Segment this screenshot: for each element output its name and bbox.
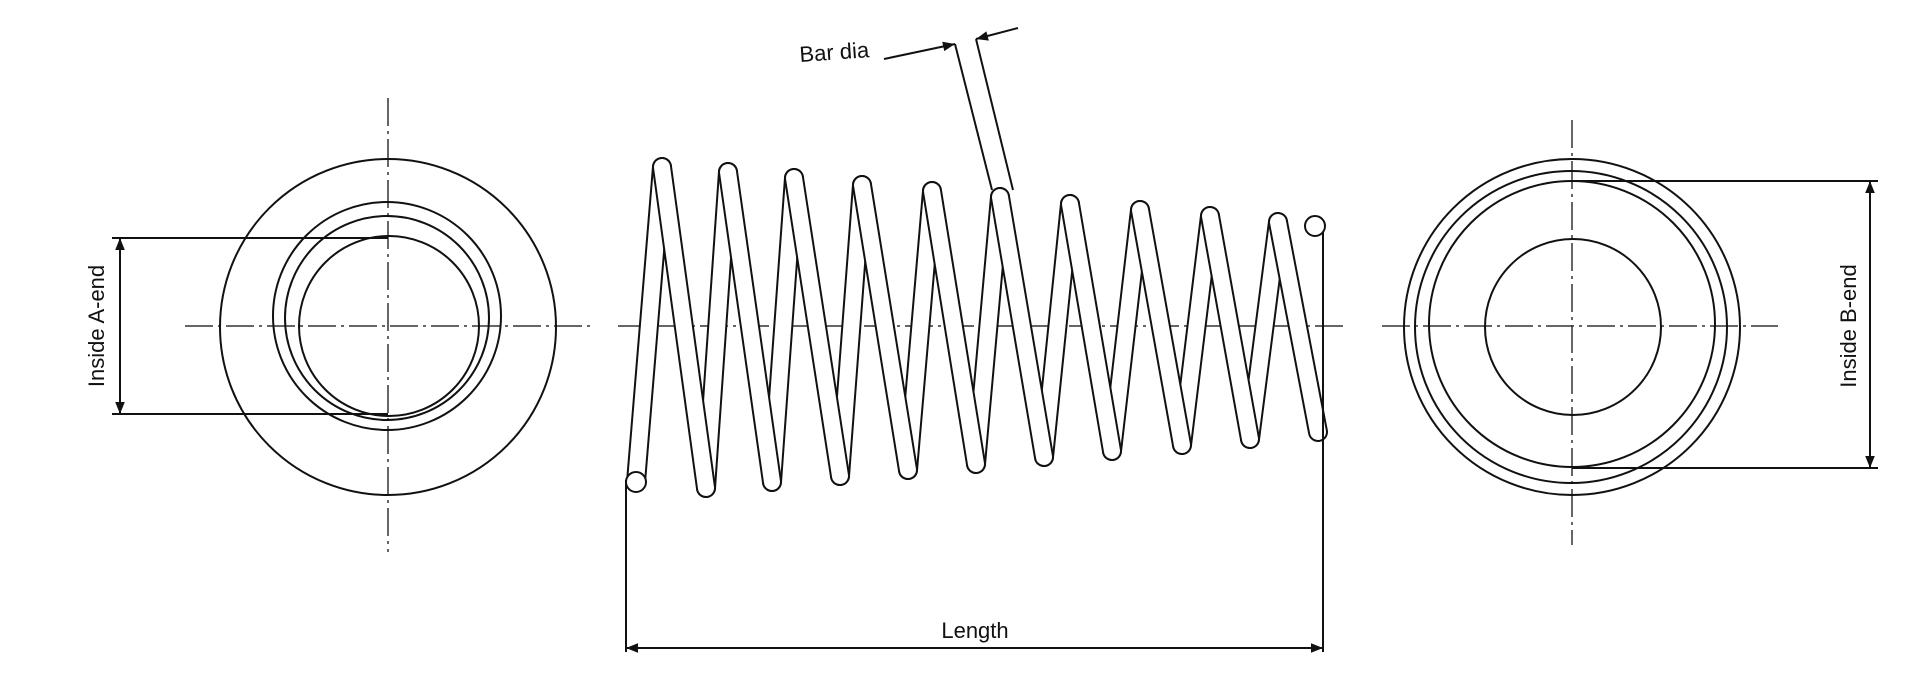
b-end-wire-section: [1304, 215, 1326, 237]
coil-back-segment-fill: [628, 159, 670, 490]
coil-front-segment-fill: [1132, 202, 1190, 453]
bar-dia-extension-right: [975, 38, 1014, 191]
a-end-view: Inside A-end: [84, 98, 595, 552]
coil-front-segment-fill: [854, 177, 916, 478]
coil-front-segment-fill: [720, 164, 780, 490]
coil-back-segment-fill: [1036, 196, 1078, 465]
coil-front-segment-fill: [924, 183, 984, 472]
coil-back-segment-fill: [1174, 208, 1218, 453]
b-end-inside-circle: [1484, 238, 1662, 416]
coil-back-segment-fill: [968, 189, 1008, 472]
a-end-inside-circle: [298, 235, 480, 417]
coil-back-segment-fill: [1104, 202, 1148, 459]
coil-front-segment-fill: [1202, 208, 1258, 447]
coil-back-segment-fill: [900, 183, 940, 478]
spring-coils: [625, 157, 1328, 498]
inside-a-end-label: Inside A-end: [84, 265, 109, 387]
coil-back-segment-fill: [764, 170, 802, 490]
spring-side-view: Length Bar dia: [618, 27, 1348, 653]
inside-b-end-label: Inside B-end: [1836, 264, 1861, 388]
bar-dia-extension-left: [954, 43, 993, 191]
coil-front-segment-fill: [786, 170, 848, 484]
a-end-coil-inner-circle: [284, 215, 490, 421]
coil-back-segment-fill: [832, 177, 870, 484]
a-end-coil-outer-circle: [272, 201, 502, 431]
bar-dia-arrow-right: [975, 27, 1019, 41]
a-end-outer-circle: [219, 158, 557, 496]
b-end-view: Inside B-end: [1382, 120, 1878, 545]
b-end-coil-outer-circle: [1414, 170, 1728, 484]
coil-back-segment-fill: [1242, 214, 1286, 447]
coil-front-segment-fill: [1270, 214, 1326, 440]
coil-front-segment-fill: [654, 159, 714, 496]
a-end-wire-section: [625, 471, 647, 493]
coil-front-segment-fill: [992, 189, 1052, 465]
length-label: Length: [941, 618, 1008, 643]
b-end-outer-circle: [1403, 158, 1741, 496]
bar-dia-arrow-left: [883, 41, 956, 60]
coil-back-segment-fill: [698, 164, 736, 496]
coil-front-segment-fill: [1062, 196, 1120, 459]
bar-dia-label: Bar dia: [799, 37, 871, 67]
